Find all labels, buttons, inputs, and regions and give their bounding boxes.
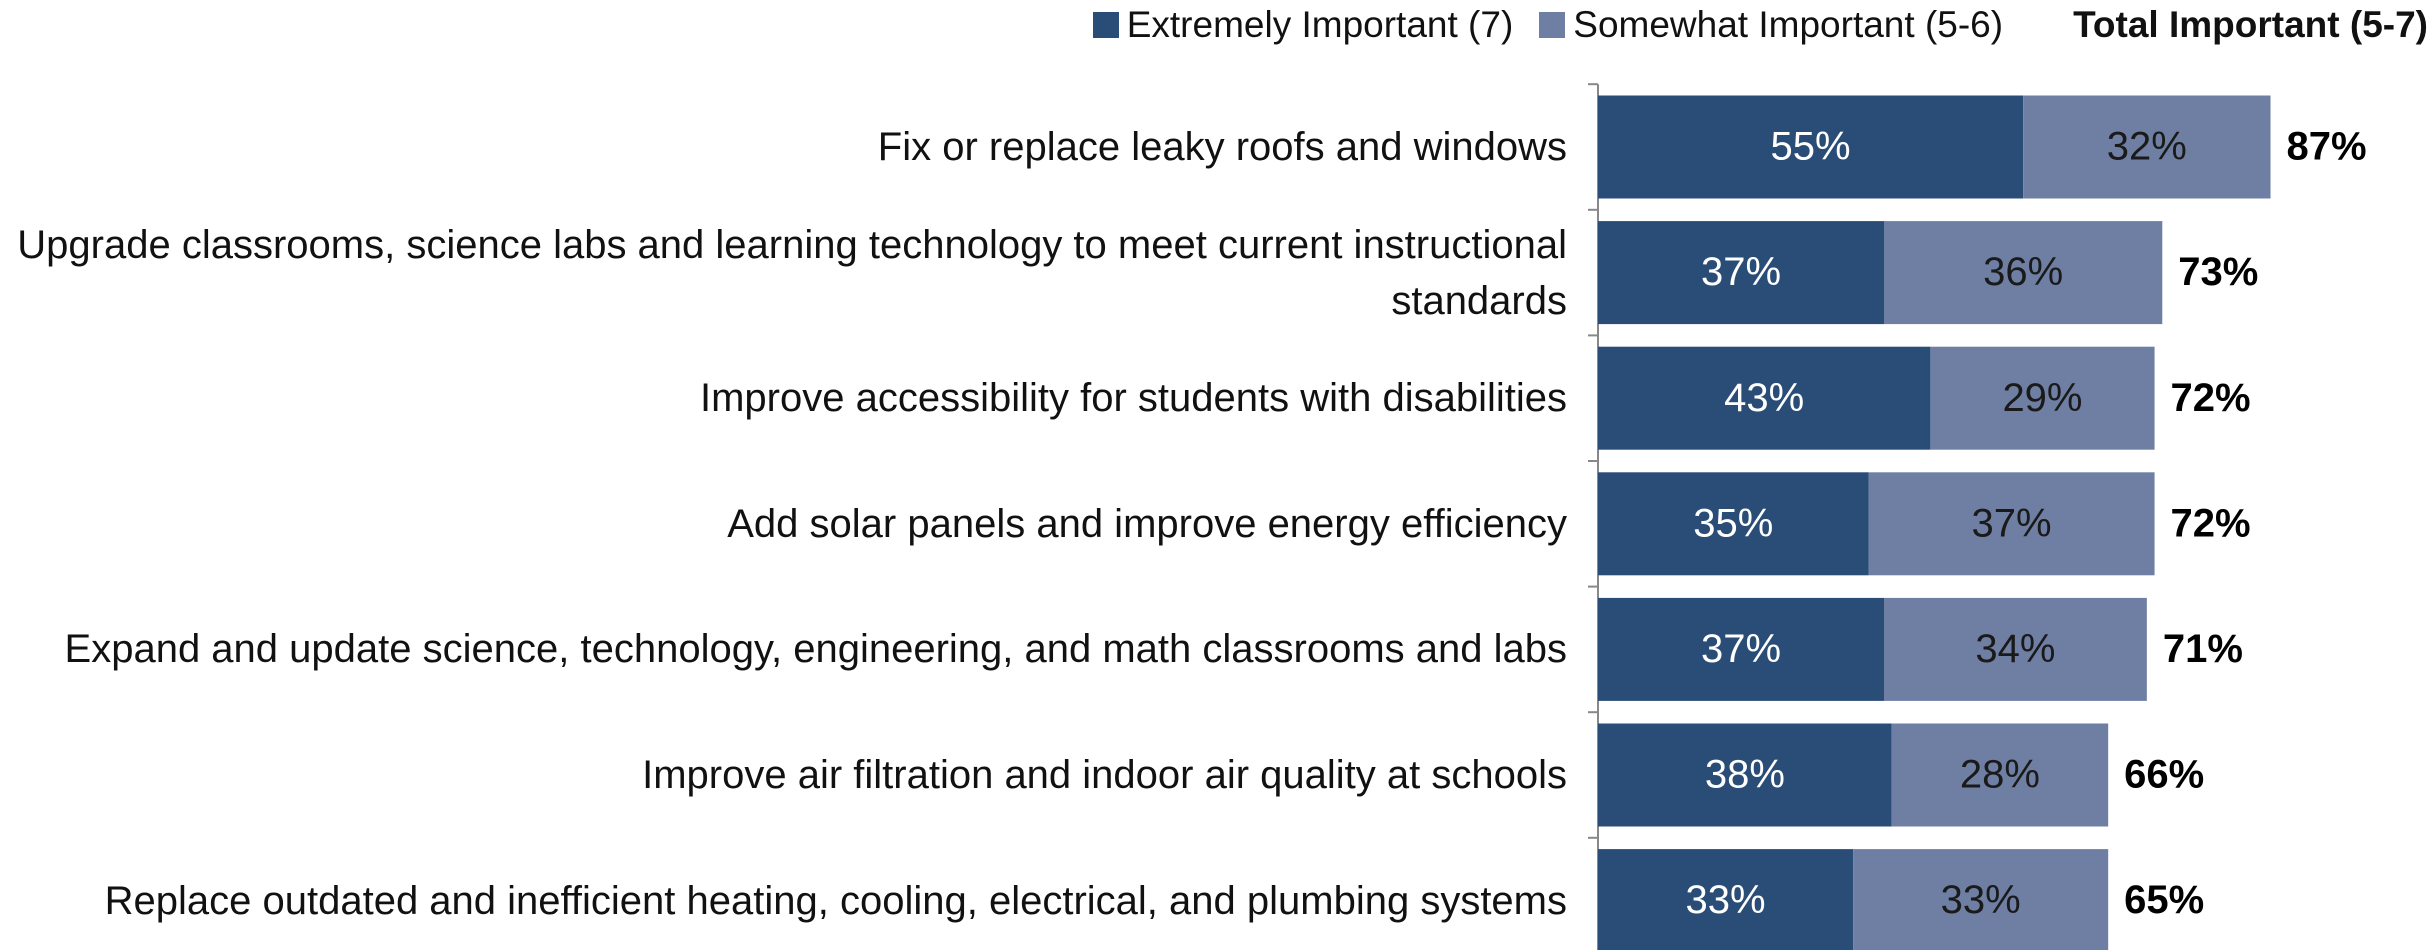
legend-swatch (1539, 12, 1566, 38)
bar-segment (1598, 849, 1854, 950)
total-label: 87% (2287, 125, 2367, 169)
bar-segment (1853, 849, 2109, 950)
legend-swatch (1092, 12, 1119, 38)
legend-item: Extremely Important (7) (1092, 4, 1514, 46)
legend-item: Somewhat Important (5-6) (1539, 4, 2003, 46)
bar-segment (1891, 723, 2109, 827)
legend-total-label: Total Important (5-7) (2073, 4, 2428, 45)
category-label: Improve air filtration and indoor air qu… (642, 753, 1567, 797)
value-label: 33% (1941, 878, 2021, 922)
bar-segment (2023, 95, 2271, 199)
value-label: 34% (1975, 627, 2055, 671)
value-label: 33% (1686, 878, 1766, 922)
value-label: 29% (2002, 376, 2082, 420)
bar-segment (1598, 597, 1885, 701)
total-label: 72% (2171, 501, 2251, 545)
value-label: 55% (1771, 125, 1851, 169)
category-label: Fix or replace leaky roofs and windows (877, 125, 1567, 169)
bar-segment (1884, 597, 2147, 701)
category-label: Improve accessibility for students with … (699, 376, 1567, 421)
bar-segment (1868, 472, 2155, 576)
value-label: 37% (1701, 627, 1781, 671)
bar-segment (1598, 472, 1869, 576)
value-label: 32% (2107, 125, 2187, 169)
bar-segment (1598, 95, 2024, 199)
total-label: 65% (2124, 878, 2204, 922)
total-label: 73% (2178, 250, 2258, 294)
legend: Extremely Important (7) Somewhat Importan… (1092, 4, 2428, 46)
legend-label: Somewhat Important (5-6) (1573, 4, 2004, 45)
bar-segment (1598, 723, 1892, 827)
value-label: 37% (1972, 501, 2052, 545)
total-label: 66% (2124, 753, 2204, 797)
legend-label: Extremely Important (7) (1126, 4, 1514, 45)
bar-segment (1884, 221, 2163, 325)
category-label: Upgrade classrooms, science labs and lea… (17, 222, 1567, 323)
value-label: 28% (1960, 753, 2040, 797)
value-label: 38% (1705, 753, 1785, 797)
value-label: 43% (1724, 376, 1804, 420)
value-label: 36% (1983, 250, 2063, 294)
category-label: Expand and update science, technology, e… (64, 627, 1567, 672)
bar-segment (1930, 346, 2155, 450)
category-label: Add solar panels and improve energy effi… (727, 501, 1567, 546)
category-label: Replace outdated and inefficient heating… (104, 878, 1567, 923)
total-label: 71% (2163, 627, 2243, 671)
value-label: 37% (1701, 250, 1781, 294)
total-label: 72% (2171, 376, 2251, 420)
value-label: 35% (1693, 501, 1773, 545)
bar-segment (1598, 221, 1885, 325)
bar-segment (1598, 346, 1931, 450)
